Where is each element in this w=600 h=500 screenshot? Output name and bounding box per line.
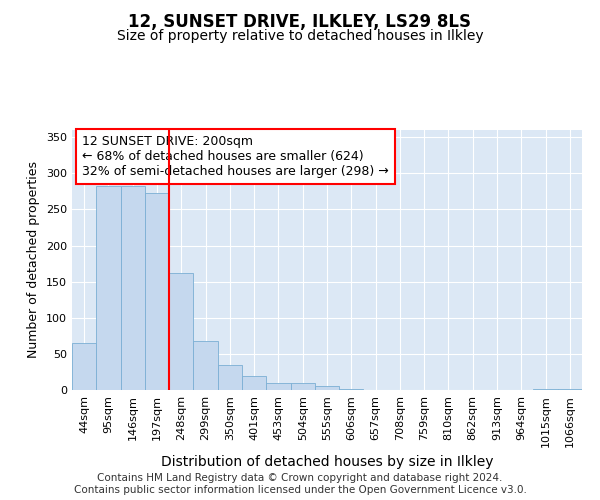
Bar	[266, 383, 290, 390]
Bar	[242, 376, 266, 390]
Bar	[145, 193, 169, 390]
Text: Contains HM Land Registry data © Crown copyright and database right 2024.
Contai: Contains HM Land Registry data © Crown c…	[74, 474, 526, 495]
Bar	[193, 341, 218, 390]
X-axis label: Distribution of detached houses by size in Ilkley: Distribution of detached houses by size …	[161, 455, 493, 469]
Bar	[121, 186, 145, 390]
Y-axis label: Number of detached properties: Number of detached properties	[28, 162, 40, 358]
Bar	[290, 383, 315, 390]
Text: 12 SUNSET DRIVE: 200sqm
← 68% of detached houses are smaller (624)
32% of semi-d: 12 SUNSET DRIVE: 200sqm ← 68% of detache…	[82, 135, 389, 178]
Bar	[72, 343, 96, 390]
Bar	[339, 388, 364, 390]
Bar	[96, 186, 121, 390]
Text: 12, SUNSET DRIVE, ILKLEY, LS29 8LS: 12, SUNSET DRIVE, ILKLEY, LS29 8LS	[128, 12, 472, 30]
Bar	[315, 386, 339, 390]
Bar	[218, 364, 242, 390]
Text: Size of property relative to detached houses in Ilkley: Size of property relative to detached ho…	[116, 29, 484, 43]
Bar	[169, 273, 193, 390]
